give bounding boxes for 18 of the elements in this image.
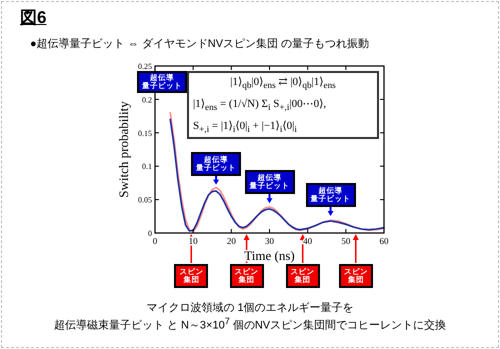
- y-tick-label: 0.15: [138, 128, 152, 138]
- x-tick-label: 20: [226, 236, 236, 246]
- chart-title: 図6: [20, 7, 46, 29]
- annotation: |1⟩$_{qb}$|0⟩$_{ens}$ ⇄ |0⟩$_{qb}$|1⟩$_{ens}$: [229, 75, 337, 92]
- annotation: |1⟩$_{ens}$ = (1/√N) Σ$_{i}$ S$_{+,i}$|00⋯0⟩,: [193, 97, 328, 114]
- y-tick-label: 0.25: [138, 62, 152, 71]
- text: マイクロ波領域の 1個のエネルギー量子を: [145, 301, 355, 315]
- y-axis-title: Switch probability: [116, 100, 131, 198]
- y-tick-label: 0.1: [142, 162, 152, 172]
- y-tick-label: 0.2: [142, 95, 152, 104]
- x-tick-label: 60: [380, 236, 389, 246]
- text: 超伝導磁束量子ビット と N～3×10$^{7}$ 個のNVスピン集団間でコヒーレントに交換: [52, 316, 448, 333]
- text: S$_{+,i}$ = |1⟩$_{i}$⟨0|$_{i}$ + |−1⟩$_{i}$⟨0|$_{i}$: [193, 120, 297, 135]
- x-tick-label: 30: [265, 236, 274, 246]
- x-tick-label: 50: [341, 236, 351, 246]
- y-tick-label: 0.05: [138, 196, 152, 205]
- chart-subtitle: ●超伝導量子ビット ⇔ ダイヤモンドNVスピン集団 の量子もつれ振動: [30, 36, 370, 51]
- y-tick-label: 0: [148, 229, 152, 238]
